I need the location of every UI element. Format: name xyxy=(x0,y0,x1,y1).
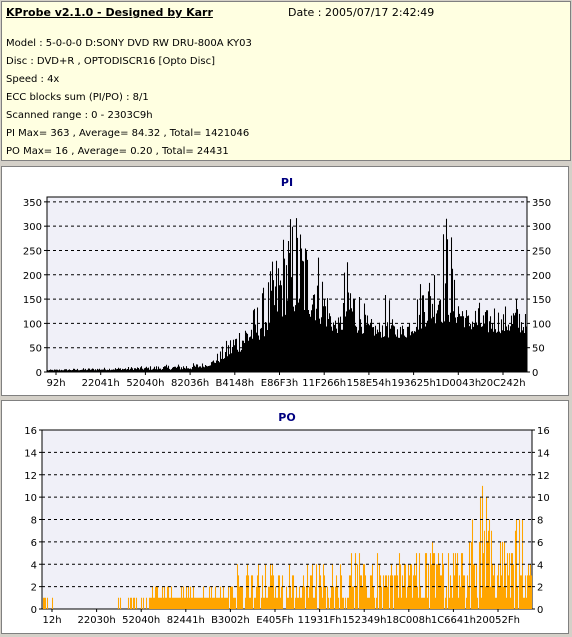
y-tick-label: 4 xyxy=(31,560,37,571)
y-tick-label: 150 xyxy=(23,295,42,306)
x-tick-label: 152349h xyxy=(342,615,387,626)
y-tick-label-right: 200 xyxy=(532,271,551,282)
y-tick-label: 200 xyxy=(23,271,42,282)
x-tick-label: 1D0043h xyxy=(435,378,481,389)
y-tick-label: 2 xyxy=(31,583,37,594)
po-chart-panel: PO 0 0 2 2 4 4 6 6 8 8 10 10 12 12 14 14 16 16 12h 22030h 520… xyxy=(1,400,569,634)
x-tick-label: E405Fh xyxy=(256,615,294,626)
y-tick-label: 250 xyxy=(23,246,42,257)
series-fill xyxy=(42,485,533,609)
series-bars xyxy=(46,218,528,372)
info-model: Model : 5-0-0-0 D:SONY DVD RW DRU-800A K… xyxy=(6,38,252,49)
po-chart: PO 0 0 2 2 4 4 6 6 8 8 10 10 12 12 14 14 16 16 12h 22030h 520… xyxy=(24,411,550,626)
info-pi-stats: PI Max= 363 , Average= 84.32 , Total= 14… xyxy=(6,128,250,139)
y-tick-label: 350 xyxy=(23,198,42,209)
info-ecc: ECC blocks sum (PI/PO) : 8/1 xyxy=(6,92,149,103)
y-tick-label-right: 4 xyxy=(537,560,543,571)
y-tick-label-right: 16 xyxy=(537,426,550,437)
x-tick-label: 82036h xyxy=(171,378,209,389)
info-speed: Speed : 4x xyxy=(6,74,60,85)
y-tick-label: 10 xyxy=(24,493,37,504)
x-tick-label: E86F3h xyxy=(261,378,299,389)
y-tick-label-right: 8 xyxy=(537,516,543,527)
pi-chart: PI 0 0 50 50 100 100 150 150 200 200 250 250 300 300 35… xyxy=(23,176,551,389)
y-tick-label-right: 300 xyxy=(532,222,551,233)
y-tick-label: 0 xyxy=(36,368,42,379)
series-fill xyxy=(46,218,528,372)
y-tick-label-right: 6 xyxy=(537,538,543,549)
y-tick-label-right: 0 xyxy=(537,605,543,616)
y-tick-label: 16 xyxy=(24,426,37,437)
y-tick-label-right: 100 xyxy=(532,319,551,330)
y-tick-label-right: 150 xyxy=(532,295,551,306)
y-tick-label-right: 0 xyxy=(532,368,538,379)
y-tick-label-right: 10 xyxy=(537,493,550,504)
y-tick-label: 300 xyxy=(23,222,42,233)
x-tick-label: 20C242h xyxy=(480,378,525,389)
x-tick-label: 22041h xyxy=(82,378,120,389)
y-tick-label-right: 12 xyxy=(537,471,550,482)
x-tick-label: 18C008h xyxy=(386,615,431,626)
y-tick-label-right: 50 xyxy=(532,344,545,355)
info-po-stats: PO Max= 16 , Average= 0.20 , Total= 2443… xyxy=(6,146,229,157)
y-tick-label-right: 350 xyxy=(532,198,551,209)
y-tick-label: 0 xyxy=(31,605,37,616)
scan-date: Date : 2005/07/17 2:42:49 xyxy=(288,6,435,19)
x-tick-label: 22030h xyxy=(78,615,116,626)
series-bars xyxy=(42,485,533,609)
x-tick-label: B3002h xyxy=(211,615,250,626)
x-tick-label: 52040h xyxy=(126,378,164,389)
y-tick-label: 100 xyxy=(23,319,42,330)
y-tick-label: 8 xyxy=(31,516,37,527)
y-tick-label: 6 xyxy=(31,538,37,549)
x-tick-label: 20052Fh xyxy=(476,615,520,626)
x-tick-label: 158E54h xyxy=(347,378,391,389)
y-tick-label-right: 14 xyxy=(537,448,550,459)
info-disc: Disc : DVD+R , OPTODISCR16 [Opto Disc] xyxy=(6,56,215,67)
y-tick-label-right: 2 xyxy=(537,583,543,594)
pi-chart-panel: PI 0 0 50 50 100 100 150 150 200 200 250 250 300 300 35… xyxy=(1,166,569,396)
y-tick-label: 14 xyxy=(24,448,37,459)
y-tick-label-right: 250 xyxy=(532,246,551,257)
x-tick-label: 12h xyxy=(42,615,61,626)
x-tick-label: 92h xyxy=(46,378,65,389)
y-tick-label: 12 xyxy=(24,471,37,482)
x-tick-label: 11931Fh xyxy=(298,615,342,626)
info-range: Scanned range : 0 - 2303C9h xyxy=(6,110,153,121)
chart-title: PO xyxy=(278,411,295,424)
info-panel: KProbe v2.1.0 - Designed by Karr Date : … xyxy=(1,1,571,161)
x-tick-label: 82441h xyxy=(167,615,205,626)
chart-title: PI xyxy=(281,176,293,189)
x-tick-label: 11F266h xyxy=(302,378,346,389)
x-tick-label: B4148h xyxy=(215,378,254,389)
y-tick-label: 50 xyxy=(29,344,42,355)
app-title: KProbe v2.1.0 - Designed by Karr xyxy=(6,6,213,19)
x-tick-label: 52040h xyxy=(122,615,160,626)
x-tick-label: 1C6641h xyxy=(431,615,476,626)
x-tick-label: 193625h xyxy=(391,378,436,389)
